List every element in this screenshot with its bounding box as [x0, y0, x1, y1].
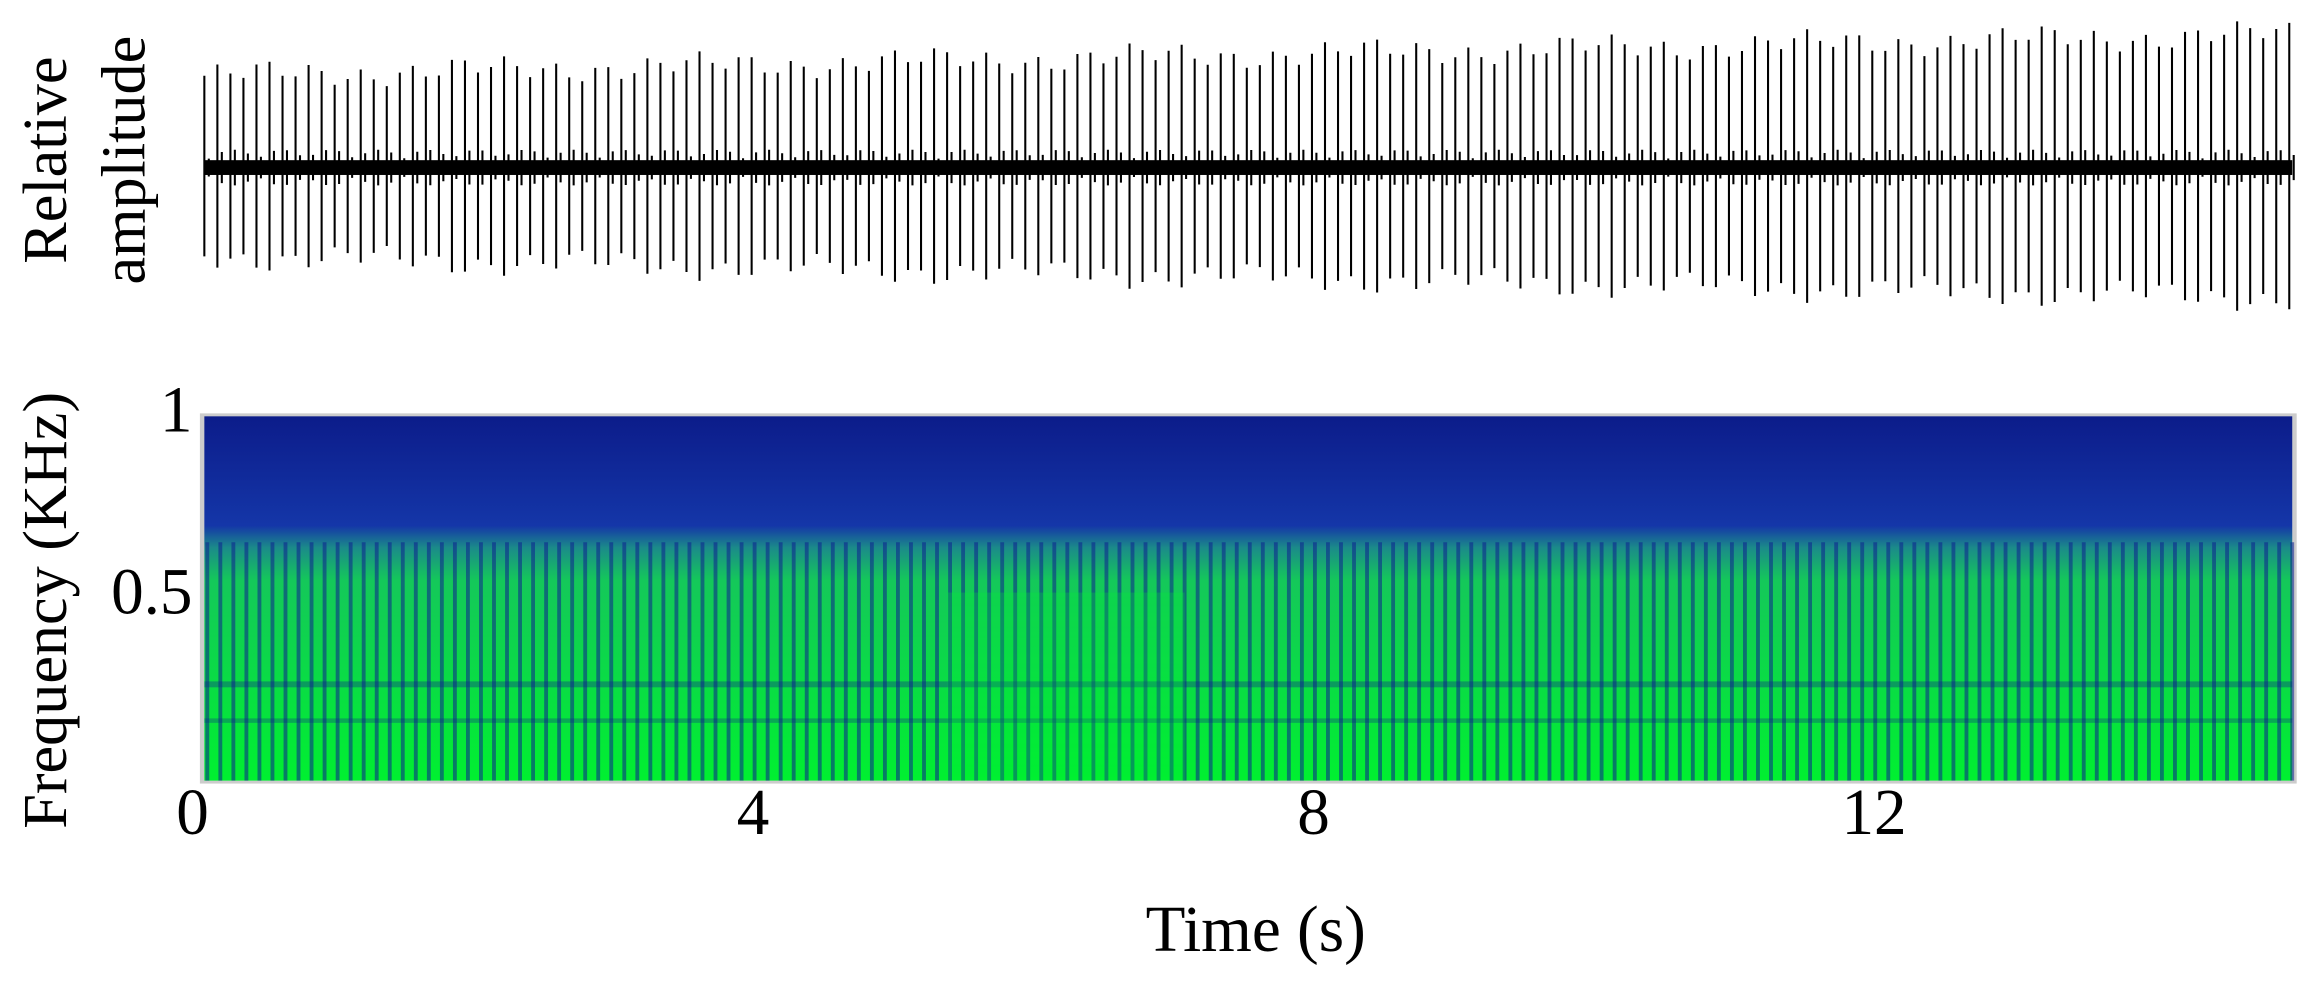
spectrogram-highlight — [947, 592, 1185, 781]
y-tick-label: 0.5 — [111, 556, 192, 628]
x-tick-label: 12 — [1841, 777, 1906, 849]
spectrogram-stripes — [205, 542, 2295, 781]
waveform-baseline — [204, 160, 2293, 175]
x-tick-label: 4 — [737, 777, 770, 849]
y-axis-label: amplitude — [91, 36, 159, 285]
y-axis-label: Relative — [12, 57, 80, 264]
spectrogram-band — [204, 681, 2293, 688]
x-tick-label: 0 — [176, 777, 209, 849]
spectrogram-band — [204, 718, 2293, 723]
spectrogram-panel: 0 4 8 12 0.5 1 — [111, 374, 2297, 849]
y-axis-label: Frequency (KHz) — [12, 392, 80, 829]
x-axis-label: Time (s) — [1146, 894, 1366, 966]
waveform-panel — [203, 21, 2295, 311]
x-tick-label: 8 — [1297, 777, 1330, 849]
y-tick-label: 1 — [160, 374, 193, 446]
